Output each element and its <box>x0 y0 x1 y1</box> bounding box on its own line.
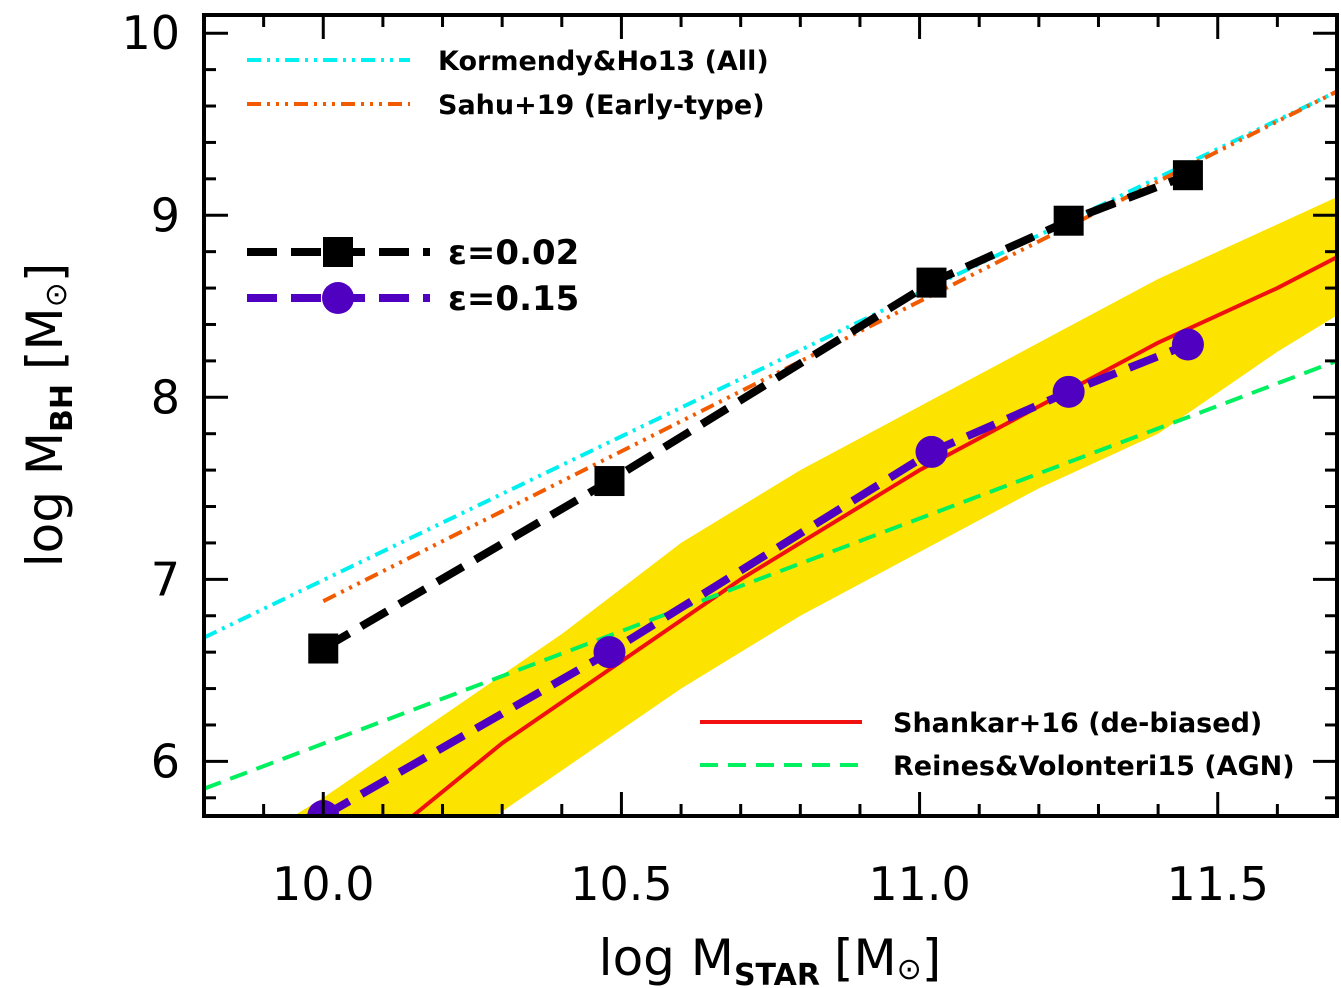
legend-sahu-label: Sahu+19 (Early-type) <box>438 90 765 121</box>
x-tick-label-0: 10.0 <box>272 857 374 911</box>
legend-kormendy-label: Kormendy&Ho13 (All) <box>438 46 769 77</box>
x-axis-sun-symbol: ⊙ <box>897 952 922 987</box>
series-line-kormendy-ho13-all <box>204 89 1337 640</box>
legend-shankar-label: Shankar+16 (de-biased) <box>893 708 1262 739</box>
legend-middle-left: ε=0.02 ε=0.15 <box>247 233 579 319</box>
x-axis-title-unit: [M <box>834 929 897 987</box>
x-axis-title-sub: STAR <box>734 958 820 988</box>
legend-eps002-label: ε=0.02 <box>448 233 579 273</box>
y-tick-label-2: 8 <box>151 370 180 424</box>
y-axis-title-close: ] <box>16 263 74 283</box>
series-line-reines-volonteri15-agn <box>204 359 1337 791</box>
y-tick-label-1: 7 <box>151 552 180 606</box>
marker-0-02-4 <box>1172 160 1203 191</box>
marker-0-02-0 <box>308 633 339 664</box>
y-axis-title: log MBH [M⊙] <box>16 263 80 568</box>
shankar-scatter-band <box>293 197 1337 816</box>
plot-frame <box>202 13 1339 818</box>
marker-0-02-3 <box>1053 205 1084 236</box>
x-tick-label-2: 11.0 <box>868 857 970 911</box>
y-tick-label-3: 9 <box>151 188 180 242</box>
marker-0-15-1 <box>593 636 626 669</box>
x-tick-label-1: 10.5 <box>570 857 672 911</box>
axis-ticks <box>202 15 1339 816</box>
legend-top-left: Kormendy&Ho13 (All) Sahu+19 (Early-type) <box>247 46 769 121</box>
y-axis-title-prefix: log M <box>16 432 74 567</box>
axis-tick-labels: 10.0 10.5 11.0 11.5 6 7 8 9 10 <box>121 6 1268 911</box>
marker-0-02-2 <box>916 267 947 298</box>
y-axis-title-unit: [M <box>16 307 74 370</box>
series-line-shankar-16-de-biased <box>411 255 1337 816</box>
legend-bottom-right: Shankar+16 (de-biased) Reines&Volonteri1… <box>700 708 1295 782</box>
marker-0-15-3 <box>1052 375 1085 408</box>
legend-eps002-marker <box>323 237 353 267</box>
marker-0-15-4 <box>1171 328 1204 361</box>
y-tick-label-0: 6 <box>151 734 180 788</box>
y-axis-title-sub: BH <box>45 384 80 432</box>
y-axis-sun-symbol: ⊙ <box>39 282 74 307</box>
marker-0-02-1 <box>594 466 625 497</box>
x-axis-title-close: ] <box>922 929 942 987</box>
legend-reines-label: Reines&Volonteri15 (AGN) <box>893 751 1295 782</box>
legend-eps015-label: ε=0.15 <box>448 279 579 319</box>
shankar-band-area <box>293 197 1337 816</box>
y-tick-label-4: 10 <box>121 6 180 60</box>
x-axis-title: log MSTAR [M⊙] <box>599 929 942 988</box>
series-markers <box>307 160 1204 816</box>
x-tick-label-3: 11.5 <box>1167 857 1269 911</box>
legend-eps015-marker <box>322 282 354 314</box>
marker-0-15-2 <box>915 435 948 468</box>
x-axis-title-prefix: log M <box>599 929 734 987</box>
